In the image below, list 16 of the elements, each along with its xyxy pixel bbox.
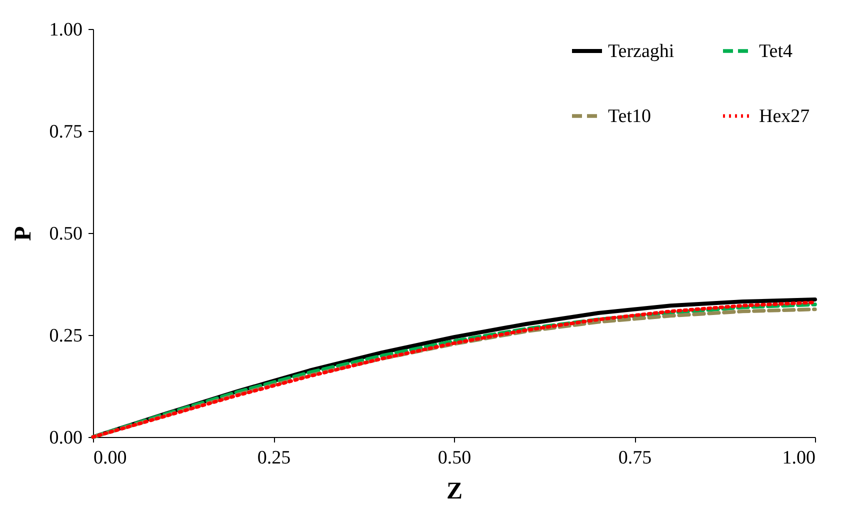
y-tick-label: 0.50	[49, 224, 82, 244]
x-tick-label: 0.00	[94, 448, 127, 468]
legend-label: Terzaghi	[608, 41, 674, 62]
y-tick-label: 1.00	[49, 20, 82, 40]
y-tick-label: 0.75	[49, 122, 82, 142]
x-axis-title: Z	[446, 478, 463, 504]
x-tick-label: 1.00	[782, 448, 816, 468]
y-tick-label: 0.25	[49, 326, 82, 346]
x-tick-label: 0.75	[618, 448, 652, 468]
legend-label: Tet10	[608, 106, 651, 127]
legend-label: Hex27	[759, 106, 810, 127]
y-tick-label: 0.00	[49, 428, 82, 448]
x-tick-label: 0.50	[438, 448, 472, 468]
x-tick-label: 0.25	[257, 448, 291, 468]
y-axis-title: P	[10, 226, 36, 241]
legend-label: Tet4	[759, 41, 793, 62]
